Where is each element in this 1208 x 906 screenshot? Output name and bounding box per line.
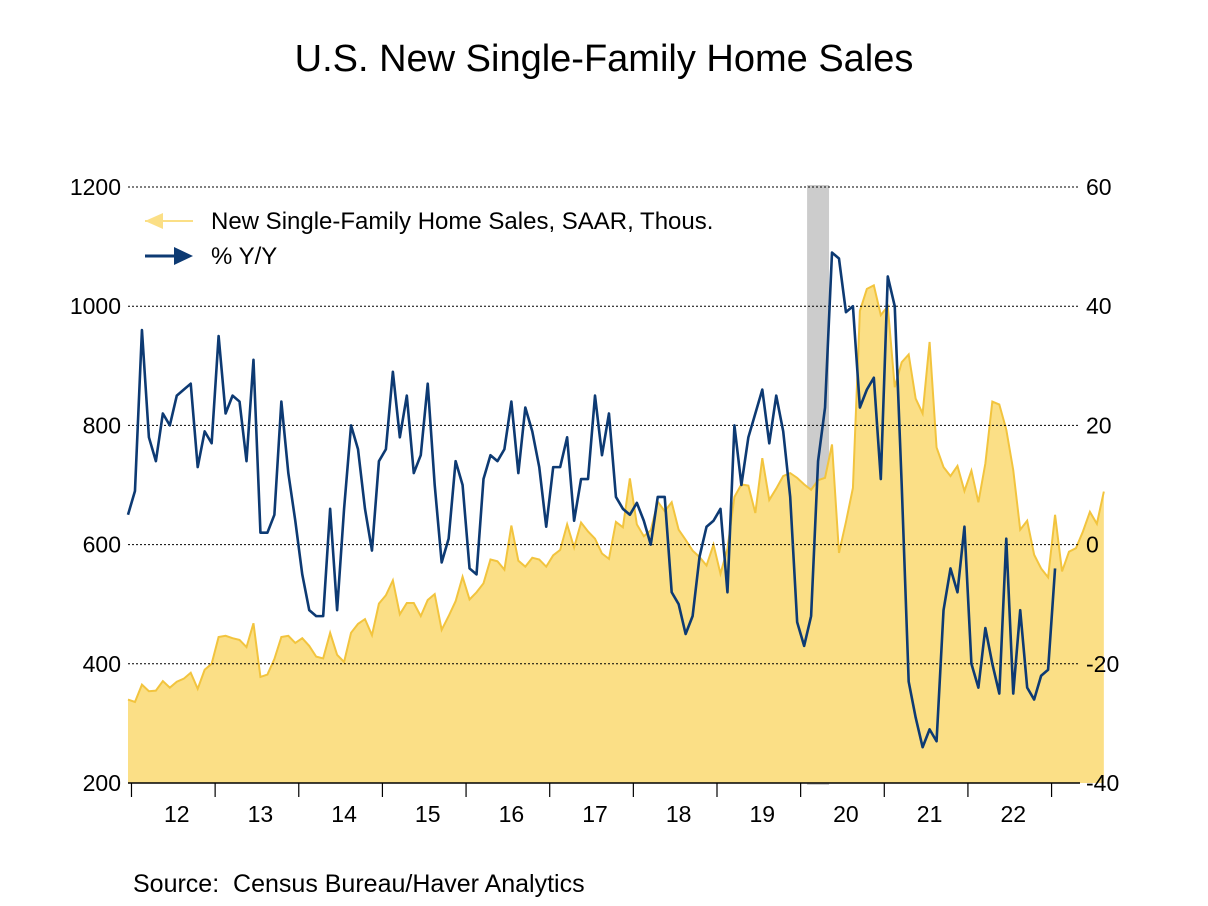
x-tick-label: 22 [1000, 801, 1026, 827]
x-tick-label: 15 [415, 801, 441, 827]
left-tick-label: 1000 [70, 293, 121, 319]
x-tick-label: 17 [582, 801, 608, 827]
legend-sales-arrow [145, 213, 163, 229]
x-tick-label: 21 [917, 801, 943, 827]
right-tick-label: 60 [1086, 174, 1112, 200]
right-tick-label: 20 [1086, 412, 1112, 438]
x-tick-label: 16 [499, 801, 525, 827]
legend-yoy-label: % Y/Y [211, 243, 277, 270]
legend-yoy-arrow [174, 247, 193, 265]
x-tick-label: 18 [666, 801, 692, 827]
yoy-line [126, 251, 1057, 749]
legend-sales-label: New Single-Family Home Sales, SAAR, Thou… [211, 208, 713, 235]
left-tick-label: 800 [83, 412, 121, 438]
chart-title: U.S. New Single-Family Home Sales [294, 38, 914, 80]
x-tick-label: 19 [750, 801, 776, 827]
x-tick-label: 12 [164, 801, 190, 827]
right-tick-label: -20 [1086, 651, 1119, 677]
right-tick-label: 0 [1086, 532, 1099, 558]
left-tick-label: 600 [83, 532, 121, 558]
sales-line [127, 283, 1105, 704]
left-tick-label: 400 [83, 651, 121, 677]
source-note: Source: Census Bureau/Haver Analytics [133, 870, 585, 898]
x-tick-label: 14 [331, 801, 357, 827]
sales-area [128, 285, 1104, 783]
left-tick-label: 1200 [70, 174, 121, 200]
right-tick-label: -40 [1086, 770, 1119, 796]
x-tick-label: 20 [833, 801, 859, 827]
left-tick-label: 200 [83, 770, 121, 796]
right-tick-label: 40 [1086, 293, 1112, 319]
x-tick-label: 13 [248, 801, 274, 827]
